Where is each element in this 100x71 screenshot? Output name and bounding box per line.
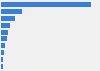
Bar (1, 9, 22, 14)
Bar (1, 36, 7, 41)
Bar (1, 50, 4, 55)
Bar (1, 30, 8, 35)
Bar (1, 2, 91, 7)
Bar (1, 43, 5, 48)
Bar (1, 57, 3, 62)
Bar (1, 23, 10, 28)
Bar (1, 16, 15, 21)
Bar (1, 64, 3, 69)
